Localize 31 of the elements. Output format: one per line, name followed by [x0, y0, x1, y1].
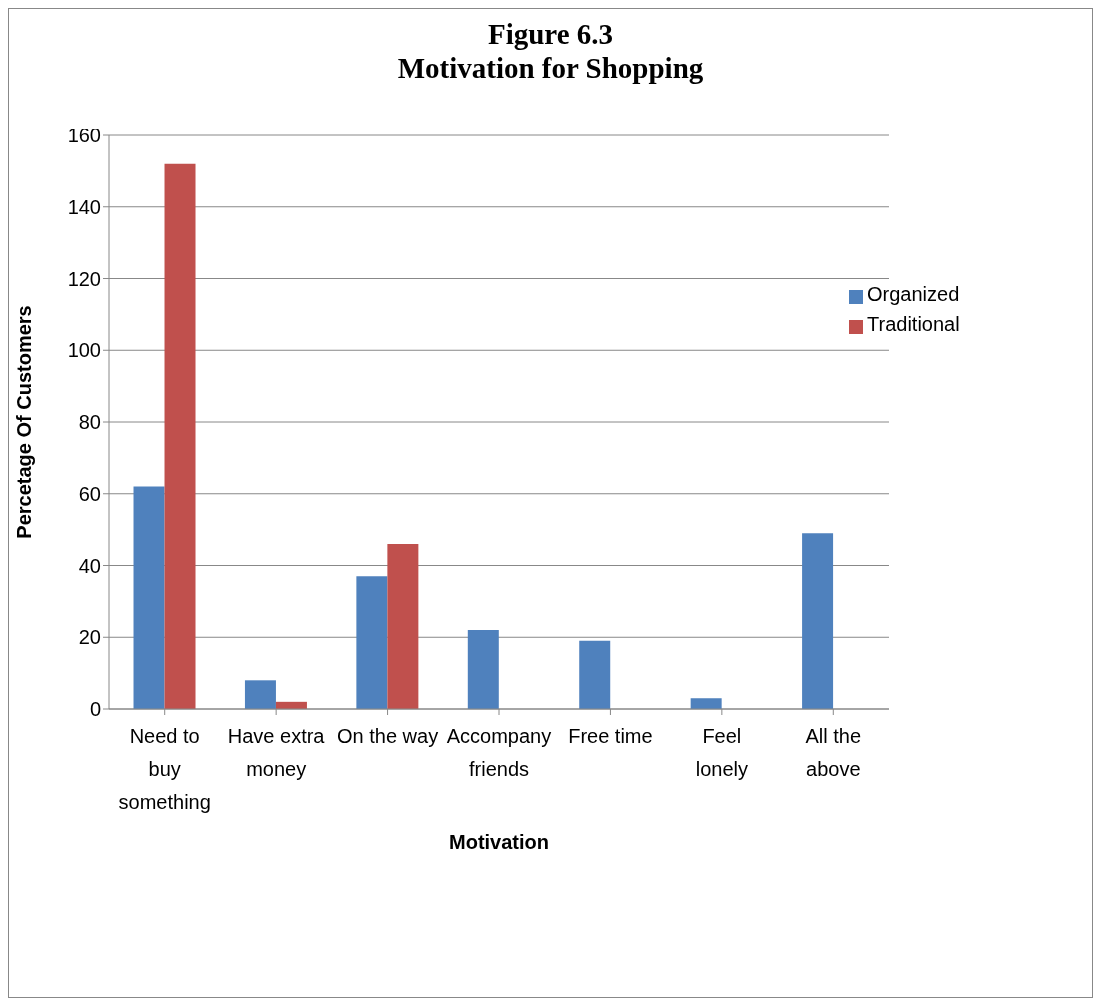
bar: [579, 640, 611, 709]
y-tick-label: 140: [67, 195, 101, 218]
bar: [690, 698, 722, 709]
x-tick-label: Have extra money: [227, 725, 326, 780]
bar: [164, 163, 196, 709]
y-tick-label: 40: [78, 554, 101, 577]
y-axis-title: Percetage Of Customers: [13, 305, 36, 539]
chart-subtitle: Motivation for Shopping: [396, 51, 705, 85]
y-tick-label: 120: [67, 267, 101, 290]
bar: [387, 543, 419, 709]
legend-label: Organized: [867, 283, 960, 305]
y-tick-label: 60: [78, 482, 101, 505]
y-tick-label: 0: [89, 698, 101, 721]
x-tick-label: Free time: [568, 725, 653, 747]
y-tick-label: 20: [78, 626, 101, 649]
bar: [356, 576, 388, 709]
x-axis-title: Motivation: [449, 831, 549, 853]
x-tick-label: All the above: [805, 725, 862, 780]
x-tick-label: Accompany friends: [446, 725, 552, 780]
bar: [133, 486, 165, 709]
y-tick-label: 160: [67, 124, 101, 147]
legend-label: Traditional: [867, 313, 960, 335]
bar: [244, 680, 276, 709]
x-tick-label: On the way: [336, 725, 439, 747]
x-tick-label: Feel lonely: [695, 725, 748, 780]
chart-title: Figure 6.3: [486, 17, 615, 51]
x-tick-label: Need to buy something: [118, 725, 211, 813]
y-tick-label: 100: [67, 339, 101, 362]
bar: [467, 630, 499, 709]
y-tick-label: 80: [78, 411, 101, 434]
bar: [802, 533, 834, 709]
